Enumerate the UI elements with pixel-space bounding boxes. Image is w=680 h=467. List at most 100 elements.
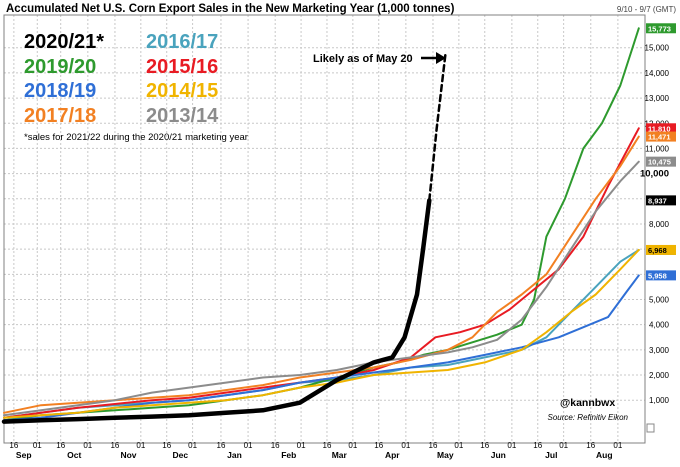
- end-value-box: [646, 123, 676, 134]
- source-note: Source: Refinitiv Eikon: [548, 413, 629, 422]
- end-value-label: 11,471: [646, 131, 676, 142]
- end-value-box: [646, 195, 676, 206]
- y-tick-label: 14,000: [645, 69, 670, 78]
- end-value-label: 11,810: [646, 123, 676, 134]
- legend-entry: 2017/18: [24, 105, 96, 127]
- y-tick-label: 2,000: [649, 371, 670, 380]
- legend-entry: 2018/19: [24, 80, 96, 102]
- chart-title: Accumulated Net U.S. Corn Export Sales i…: [6, 3, 455, 15]
- end-value-text: 10,475: [648, 158, 671, 167]
- end-value-text: 5,958: [648, 271, 667, 280]
- footnote: *sales for 2021/22 during the 2020/21 ma…: [24, 132, 248, 143]
- end-value-label: 10,475: [646, 156, 676, 167]
- x-tick-label: 16: [323, 441, 332, 450]
- x-tick-label: 01: [401, 441, 410, 450]
- y-tick-label: 8,000: [649, 220, 670, 229]
- annotation-arrow: [421, 52, 446, 64]
- x-tick-label: 01: [188, 441, 197, 450]
- annotation-text: Likely as of May 20: [313, 53, 413, 65]
- x-month-label: Oct: [67, 450, 81, 460]
- end-value-label: 5,958: [646, 270, 676, 281]
- end-value-label: 8,937: [646, 195, 676, 206]
- end-value-text: 15,773: [648, 24, 671, 33]
- x-tick-label: 16: [533, 441, 542, 450]
- end-value-label: 15,773: [646, 23, 676, 34]
- series-line-2015-16: [3, 127, 640, 419]
- x-tick-label: 01: [559, 441, 568, 450]
- x-tick-label: 16: [56, 441, 65, 450]
- end-value-box: [646, 23, 676, 34]
- end-value-box: [646, 131, 676, 142]
- legend-entry: 2016/17: [146, 31, 218, 53]
- y-tick-label: 4,000: [649, 321, 670, 330]
- x-tick-label: 01: [136, 441, 145, 450]
- x-tick-label: 16: [586, 441, 595, 450]
- y-tick-label: 10,000: [640, 169, 669, 180]
- y-tick-label: 15,000: [645, 44, 670, 53]
- x-month-label: Nov: [120, 450, 136, 460]
- series-line-2017-18: [3, 135, 640, 414]
- x-tick-label: 16: [374, 441, 383, 450]
- plot-frame: [3, 14, 646, 444]
- x-month-label: Aug: [596, 450, 613, 460]
- y-tick-label: 5,000: [649, 295, 670, 304]
- x-tick-label: 16: [217, 441, 226, 450]
- annotation-arrow-head: [436, 52, 446, 64]
- x-month-label: Jun: [491, 450, 506, 460]
- x-tick-label: 01: [244, 441, 253, 450]
- series-line-likely-as-of-may-20: [428, 54, 447, 202]
- x-axis: 16 01 16 01 16 01 16 01 16 01 16 01 16 01 16 01 16 01 16 01…: [9, 441, 622, 460]
- series-layer: [1, 27, 640, 424]
- legend-entry: 2019/20: [24, 56, 96, 78]
- date-range: 9/10 - 9/7 (GMT): [617, 5, 676, 14]
- series-line-2018-19: [3, 274, 640, 422]
- x-tick-label: 01: [297, 441, 306, 450]
- x-month-label: Apr: [385, 450, 400, 460]
- x-tick-label: 16: [9, 441, 18, 450]
- x-tick-label: 01: [613, 441, 622, 450]
- x-tick-label: 16: [162, 441, 171, 450]
- x-tick-label: 16: [271, 441, 280, 450]
- x-tick-label: 16: [480, 441, 489, 450]
- y-tick-label: 1,000: [649, 396, 670, 405]
- x-tick-label: 01: [83, 441, 92, 450]
- legend: 2020/21* 2016/17 2019/20 2015/16 2018/19 2014…: [24, 31, 219, 127]
- x-tick-label: 01: [348, 441, 357, 450]
- series-line-2020-21-: [1, 198, 432, 424]
- end-value-label: 6,968: [646, 244, 676, 255]
- x-month-label: Sep: [16, 450, 32, 460]
- y-tick-label: 13,000: [645, 94, 670, 103]
- legend-entry: 2020/21*: [24, 31, 104, 53]
- end-value-text: 8,937: [648, 196, 667, 205]
- series-line-2013-14: [3, 160, 640, 417]
- x-tick-label: 01: [33, 441, 42, 450]
- legend-entry: 2013/14: [146, 105, 219, 127]
- x-month-label: Jan: [227, 450, 242, 460]
- end-value-box: [646, 270, 676, 281]
- grid: [4, 15, 645, 443]
- end-value-box: [646, 244, 676, 255]
- x-month-label: Jul: [545, 450, 557, 460]
- x-month-label: Mar: [332, 450, 348, 460]
- end-labels: 8,9376,96615,77311,8105,9586,96811,47110…: [646, 23, 676, 281]
- x-tick-label: 16: [110, 441, 119, 450]
- y-axis: 1,0002,0003,0004,0005,0006,0007,0008,000…: [640, 44, 670, 405]
- x-month-label: Dec: [172, 450, 188, 460]
- series-line-2019-20: [3, 27, 640, 422]
- x-tick-label: 01: [507, 441, 516, 450]
- legend-entry: 2014/15: [146, 80, 218, 102]
- x-month-label: May: [437, 450, 454, 460]
- y-tick-label: 3,000: [649, 346, 670, 355]
- end-value-text: 6,968: [648, 246, 667, 255]
- end-value-text: 11,471: [648, 133, 671, 142]
- x-tick-label: 16: [429, 441, 438, 450]
- end-value-text: 11,810: [648, 124, 671, 133]
- x-tick-label: 01: [454, 441, 463, 450]
- axis-corner-box: [646, 423, 655, 433]
- y-tick-label: 11,000: [645, 144, 669, 153]
- x-month-label: Feb: [281, 450, 296, 460]
- legend-entry: 2015/16: [146, 56, 218, 78]
- series-line-2014-15: [3, 248, 640, 419]
